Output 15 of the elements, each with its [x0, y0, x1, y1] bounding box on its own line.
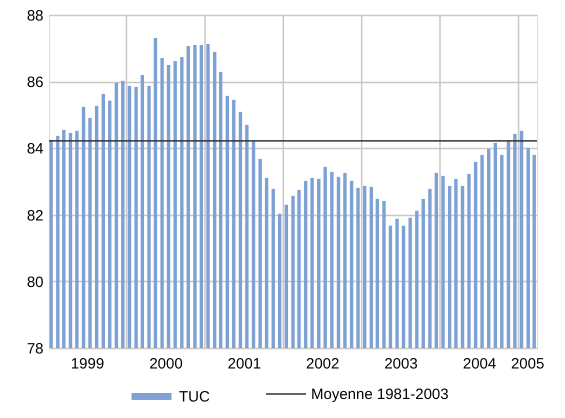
- y-tick-label: 86: [26, 74, 44, 92]
- legend-label: TUC: [179, 388, 210, 406]
- x-tick-label: 2002: [306, 356, 340, 372]
- y-tick-label: 80: [26, 274, 44, 291]
- y-tick-label: 82: [26, 207, 44, 224]
- x-tick-label: 2004: [462, 356, 496, 372]
- x-tick-label: 2005: [510, 356, 544, 372]
- x-tick-label: 2000: [149, 356, 183, 372]
- legend-label: Moyenne 1981-2003: [311, 386, 449, 403]
- x-tick-label: 1999: [70, 356, 104, 372]
- y-tick-label: 84: [26, 140, 44, 158]
- x-tick-label: 2001: [228, 356, 262, 372]
- y-tick-label: 78: [26, 340, 44, 358]
- y-tick-label: 88: [26, 8, 44, 24]
- x-tick-label: 2003: [384, 356, 418, 372]
